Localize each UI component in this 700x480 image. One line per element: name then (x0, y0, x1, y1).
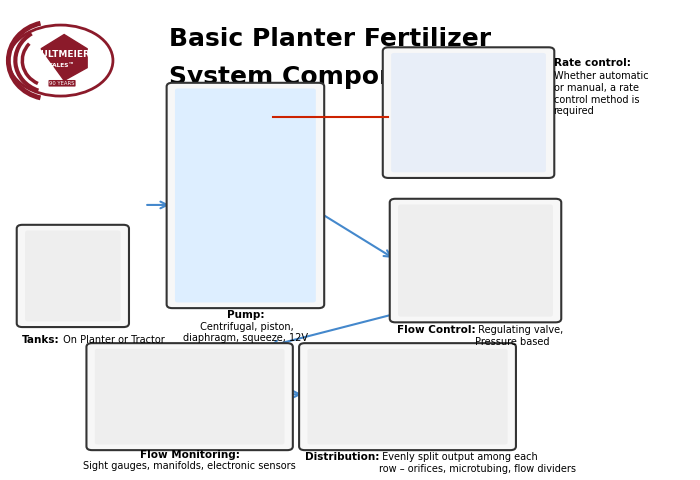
FancyBboxPatch shape (167, 83, 324, 308)
Text: Pump:: Pump: (227, 310, 264, 320)
FancyBboxPatch shape (94, 349, 284, 444)
Text: Whether automatic
or manual, a rate
control method is
required: Whether automatic or manual, a rate cont… (554, 72, 648, 116)
FancyBboxPatch shape (307, 349, 508, 444)
Text: Tanks:: Tanks: (22, 335, 60, 345)
Text: DULTMEIER: DULTMEIER (34, 50, 90, 60)
Polygon shape (41, 35, 87, 81)
Text: Regulating valve,
Pressure based: Regulating valve, Pressure based (475, 325, 564, 347)
Text: 90 YEARS: 90 YEARS (49, 81, 75, 86)
FancyBboxPatch shape (299, 343, 516, 450)
Text: On Planter or Tractor: On Planter or Tractor (60, 335, 164, 345)
FancyBboxPatch shape (398, 204, 553, 317)
FancyBboxPatch shape (391, 53, 546, 172)
FancyBboxPatch shape (17, 225, 129, 327)
Text: Flow Monitoring:: Flow Monitoring: (140, 450, 239, 460)
Text: Distribution:: Distribution: (304, 452, 379, 462)
Circle shape (8, 25, 113, 96)
Text: Centrifugal, piston,
diaphragm, squeeze, 12V: Centrifugal, piston, diaphragm, squeeze,… (183, 322, 308, 344)
FancyBboxPatch shape (86, 343, 293, 450)
Text: Sight gauges, manifolds, electronic sensors: Sight gauges, manifolds, electronic sens… (83, 461, 296, 471)
Text: Flow Control:: Flow Control: (397, 325, 475, 335)
FancyBboxPatch shape (383, 48, 554, 178)
FancyBboxPatch shape (175, 88, 316, 302)
Text: Basic Planter Fertilizer: Basic Planter Fertilizer (169, 27, 491, 51)
FancyBboxPatch shape (25, 230, 120, 322)
Text: SALES™: SALES™ (49, 63, 75, 68)
FancyBboxPatch shape (390, 199, 561, 323)
Text: Evenly split output among each
row – orifices, microtubing, flow dividers: Evenly split output among each row – ori… (379, 452, 576, 474)
Text: System Components: System Components (169, 65, 458, 89)
Text: Rate control:: Rate control: (554, 58, 631, 68)
